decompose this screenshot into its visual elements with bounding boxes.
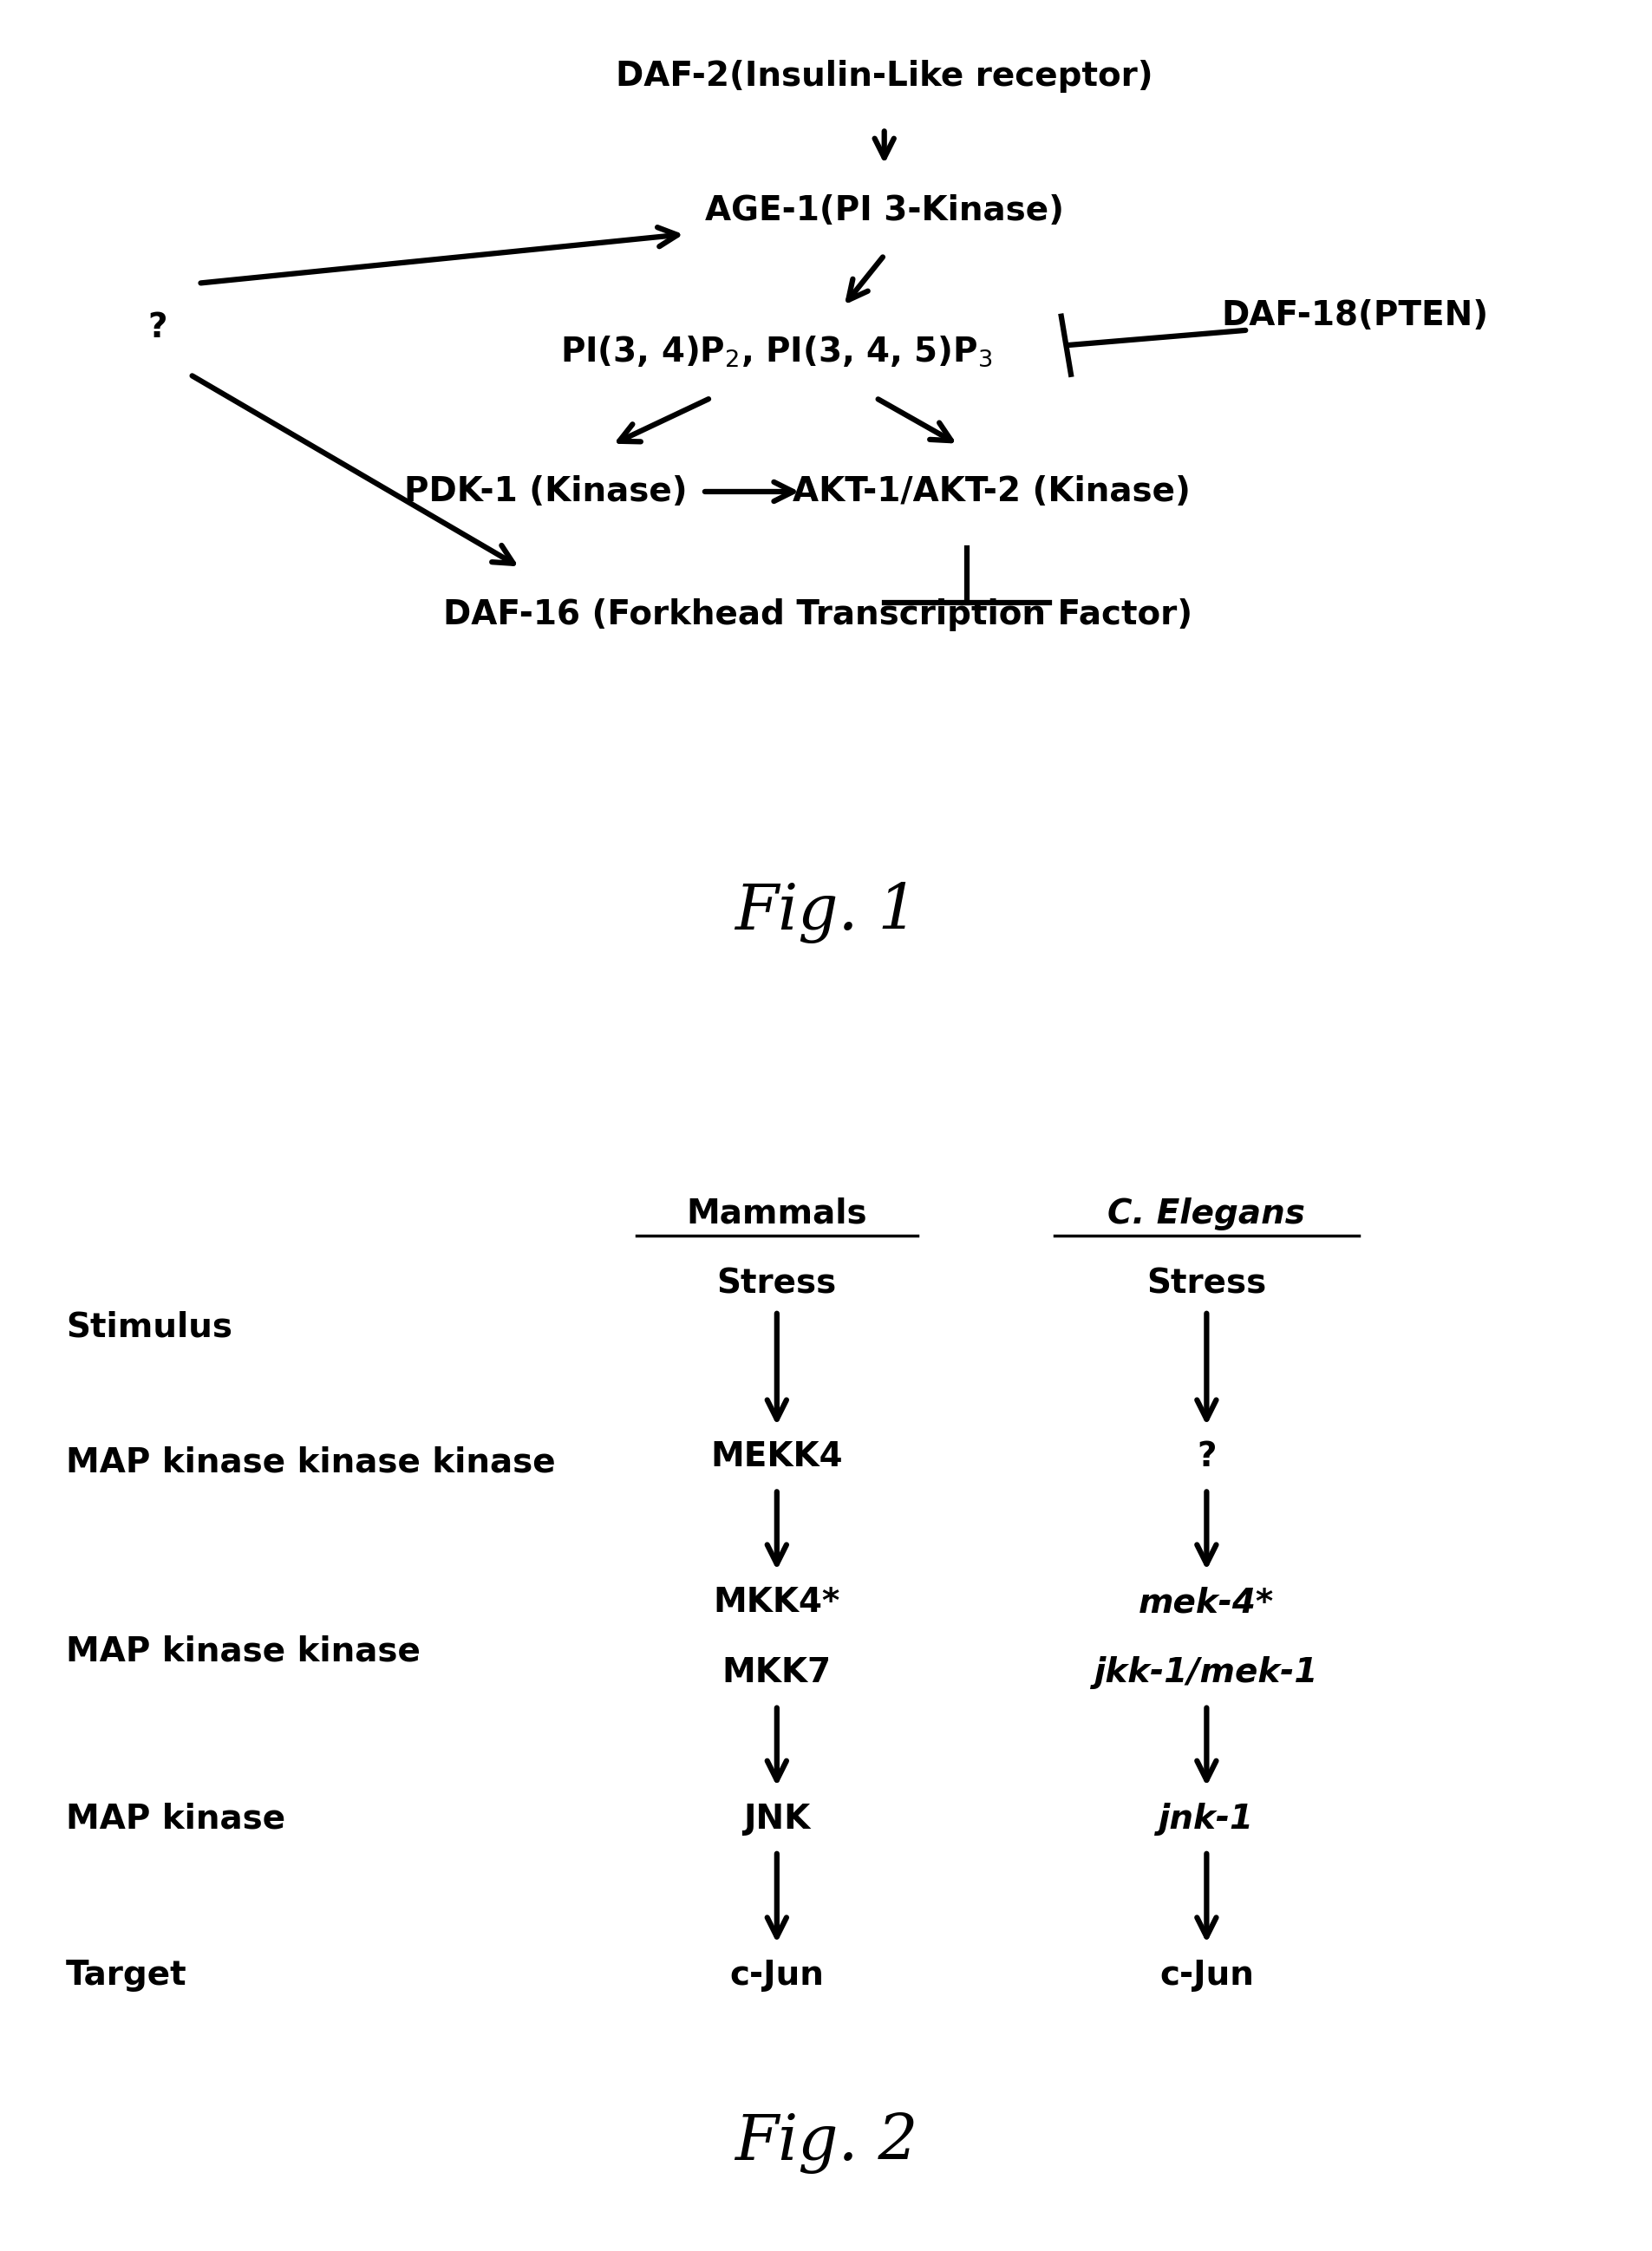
Text: jkk-1/mek-1: jkk-1/mek-1 xyxy=(1094,1657,1318,1691)
Text: MKK7: MKK7 xyxy=(722,1657,831,1691)
Text: jnk-1: jnk-1 xyxy=(1158,1803,1254,1835)
Text: MAP kinase kinase: MAP kinase kinase xyxy=(66,1634,421,1668)
Text: Fig. 1: Fig. 1 xyxy=(735,882,917,943)
Text: DAF-2(Insulin-Like receptor): DAF-2(Insulin-Like receptor) xyxy=(615,59,1153,92)
Text: MAP kinase: MAP kinase xyxy=(66,1803,286,1835)
Text: ?: ? xyxy=(1196,1441,1216,1474)
Text: Stress: Stress xyxy=(1146,1267,1265,1301)
Text: c-Jun: c-Jun xyxy=(1158,1958,1254,1992)
Text: AGE-1(PI 3-Kinase): AGE-1(PI 3-Kinase) xyxy=(704,194,1064,227)
Text: ?: ? xyxy=(147,311,167,344)
Text: c-Jun: c-Jun xyxy=(729,1958,824,1992)
Text: PDK-1 (Kinase): PDK-1 (Kinase) xyxy=(403,475,687,509)
Text: PI(3, 4)P$_2$, PI(3, 4, 5)P$_3$: PI(3, 4)P$_2$, PI(3, 4, 5)P$_3$ xyxy=(560,333,993,369)
Text: DAF-16 (Forkhead Transcription Factor): DAF-16 (Forkhead Transcription Factor) xyxy=(443,599,1193,630)
Text: MAP kinase kinase kinase: MAP kinase kinase kinase xyxy=(66,1445,555,1479)
Text: Mammals: Mammals xyxy=(686,1198,867,1231)
Text: JNK: JNK xyxy=(743,1803,809,1835)
Text: C. Elegans: C. Elegans xyxy=(1107,1198,1305,1231)
Text: Target: Target xyxy=(66,1958,187,1992)
Text: Stimulus: Stimulus xyxy=(66,1310,233,1344)
Text: MKK4*: MKK4* xyxy=(714,1587,839,1618)
Text: DAF-18(PTEN): DAF-18(PTEN) xyxy=(1221,299,1488,333)
Text: mek-4*: mek-4* xyxy=(1138,1587,1274,1618)
Text: Stress: Stress xyxy=(717,1267,836,1301)
Text: Fig. 2: Fig. 2 xyxy=(735,2111,917,2174)
Text: MEKK4: MEKK4 xyxy=(710,1441,843,1474)
Text: AKT-1/AKT-2 (Kinase): AKT-1/AKT-2 (Kinase) xyxy=(793,475,1189,509)
